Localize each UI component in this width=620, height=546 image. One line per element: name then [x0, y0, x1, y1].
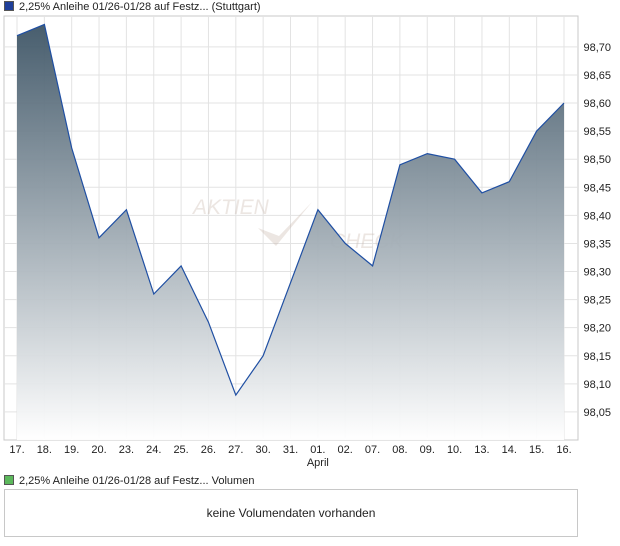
y-tick-label: 98,35	[583, 238, 611, 250]
volume-panel: keine Volumendaten vorhanden	[4, 489, 578, 537]
x-tick-label: 27.	[228, 444, 243, 456]
x-tick-label: 25.	[173, 444, 188, 456]
volume-empty-message: keine Volumendaten vorhanden	[206, 506, 376, 520]
x-tick-label: 08.	[392, 444, 407, 456]
x-tick-label: 31.	[283, 444, 298, 456]
y-tick-label: 98,25	[583, 295, 611, 307]
y-tick-label: 98,10	[583, 379, 611, 391]
y-tick-label: 98,30	[583, 267, 611, 279]
x-axis: 17. 18. 19. 20. 23. 24. 25. 26. 27. 30. 31. 01. 02. 0…	[9, 444, 571, 469]
x-tick-label: 24.	[146, 444, 161, 456]
x-tick-label: 18.	[37, 444, 52, 456]
x-tick-label: 19.	[64, 444, 79, 456]
price-area	[17, 24, 564, 441]
x-tick-label: 26.	[201, 444, 216, 456]
y-tick-label: 98,55	[583, 126, 611, 138]
legend-volume-series: Volumen	[211, 475, 255, 487]
x-tick-label: 14.	[502, 444, 517, 456]
x-tick-label: 15.	[529, 444, 544, 456]
x-tick-label: 16.	[556, 444, 571, 456]
legend-swatch-price	[4, 1, 14, 11]
price-line	[16, 23, 565, 397]
y-tick-label: 98,65	[583, 70, 611, 82]
x-tick-label: 10.	[447, 444, 462, 456]
x-tick-label: 01.	[310, 444, 325, 456]
x-tick-label: 07.	[365, 444, 380, 456]
legend-top: 2,25% Anleihe 01/26-01/28 auf Festz... (…	[4, 0, 261, 14]
x-tick-label: 13.	[474, 444, 489, 456]
legend-swatch-volume	[4, 475, 14, 485]
x-month-label: April	[307, 457, 329, 469]
y-axis: 98,05 98,10 98,15 98,20 98,25 98,30 98,35 98,40…	[583, 42, 611, 419]
legend-series-label: 2,25% Anleihe 01/26-01/28 auf Festz...	[19, 1, 209, 13]
y-tick-label: 98,45	[583, 182, 611, 194]
x-tick-label: 09.	[420, 444, 435, 456]
y-tick-label: 98,20	[583, 323, 611, 335]
x-tick-label: 02.	[338, 444, 353, 456]
legend-exchange: (Stuttgart)	[211, 1, 261, 13]
watermark-check-icon	[258, 202, 312, 246]
legend-volume-label: 2,25% Anleihe 01/26-01/28 auf Festz...	[19, 475, 209, 487]
y-tick-label: 98,40	[583, 210, 611, 222]
watermark-text-1: AKTIEN	[191, 196, 270, 219]
y-tick-label: 98,15	[583, 351, 611, 363]
y-tick-label: 98,50	[583, 154, 611, 166]
y-tick-label: 98,05	[583, 407, 611, 419]
x-tick-label: 23.	[119, 444, 134, 456]
y-tick-label: 98,60	[583, 98, 611, 110]
legend-bottom: 2,25% Anleihe 01/26-01/28 auf Festz... V…	[4, 474, 254, 488]
y-tick-label: 98,70	[583, 42, 611, 54]
x-tick-label: 30.	[256, 444, 271, 456]
x-tick-label: 20.	[91, 444, 106, 456]
x-tick-label: 17.	[9, 444, 24, 456]
